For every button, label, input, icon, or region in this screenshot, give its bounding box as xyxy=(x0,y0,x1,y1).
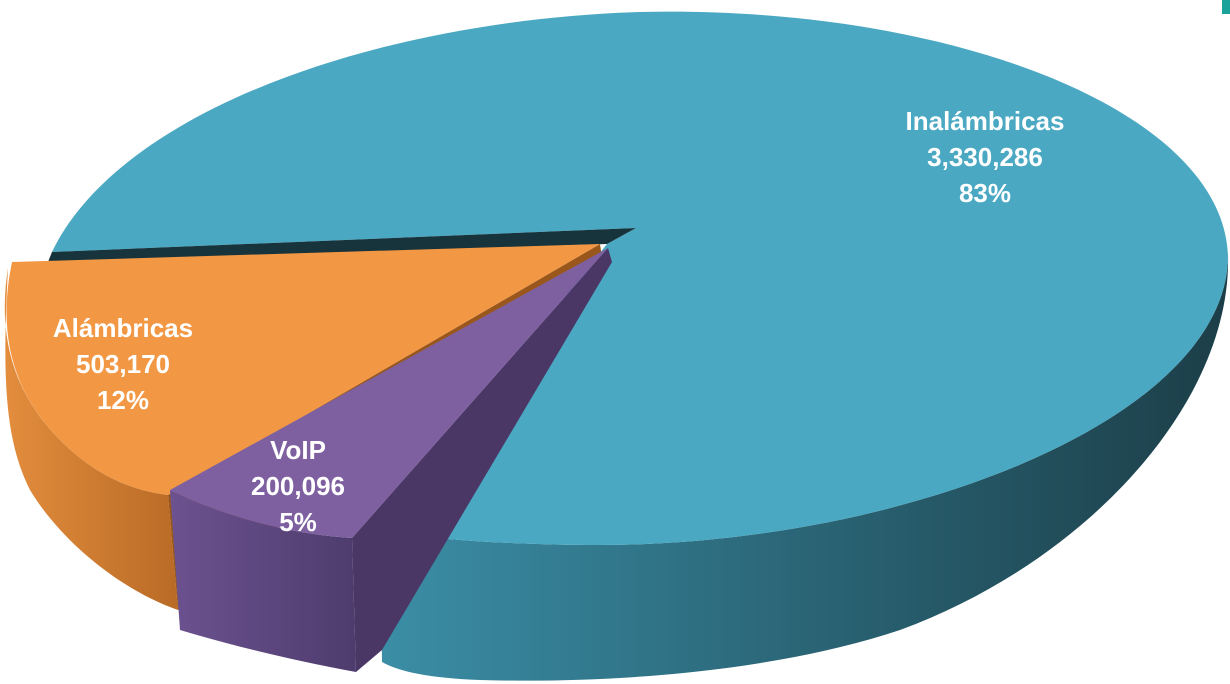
data-label-inalambricas-line-3: 83% xyxy=(959,178,1011,208)
data-label-alambricas-line-3: 12% xyxy=(97,385,149,415)
corner-mark xyxy=(1222,0,1230,14)
data-label-inalambricas-line-1: Inalámbricas xyxy=(906,106,1065,136)
data-label-alambricas-line-1: Alámbricas xyxy=(53,313,193,343)
data-label-voip-line-3: 5% xyxy=(279,507,317,537)
data-label-inalambricas-line-2: 3,330,286 xyxy=(927,142,1043,172)
data-label-alambricas-line-2: 503,170 xyxy=(76,349,170,379)
data-label-voip-line-2: 200,096 xyxy=(251,471,345,501)
data-label-voip-line-1: VoIP xyxy=(270,435,326,465)
